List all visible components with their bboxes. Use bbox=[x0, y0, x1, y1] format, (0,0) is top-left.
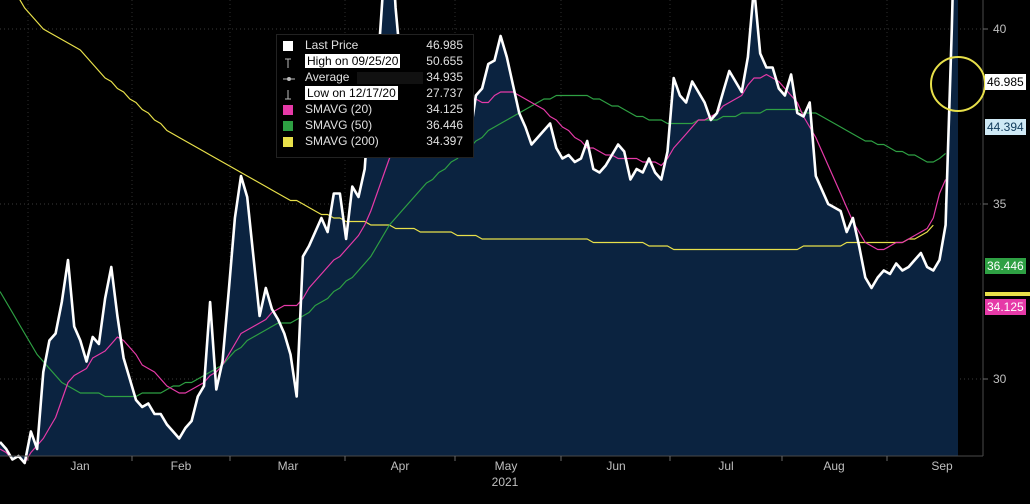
x-axis-ticks: Jan Feb Mar Apr May Jun Jul Aug Sep bbox=[27, 456, 953, 473]
x-tick-label: Apr bbox=[391, 459, 410, 473]
legend-label: SMAVG (50) bbox=[305, 118, 373, 132]
x-tick-label: Sep bbox=[931, 459, 953, 473]
legend-label: SMAVG (20) bbox=[305, 102, 373, 116]
legend-label: Average bbox=[305, 70, 350, 84]
legend-value: 34.935 bbox=[426, 70, 463, 84]
last-price-line bbox=[0, 0, 954, 465]
secondary-axis-tag: 44.394 bbox=[985, 119, 1026, 135]
x-tick-label: Mar bbox=[278, 459, 299, 473]
legend-row-low: Low on 12/17/20 27.737 bbox=[277, 86, 473, 102]
legend-value: 36.446 bbox=[426, 118, 463, 132]
legend-label: High on 09/25/20 bbox=[305, 54, 401, 68]
smavg200-axis-tag bbox=[985, 292, 1030, 296]
legend-value: 46.985 bbox=[426, 38, 463, 52]
average-redaction-bar bbox=[357, 72, 423, 84]
low-marker-icon bbox=[283, 89, 293, 100]
last-price-area bbox=[0, 0, 958, 463]
legend-row-smavg50: SMAVG (50) 36.446 bbox=[277, 118, 473, 134]
legend-value: 27.737 bbox=[426, 86, 463, 100]
high-marker-icon bbox=[283, 57, 293, 68]
y-axis-ticks: 3035404550 bbox=[983, 22, 1007, 386]
smavg20-axis-tag: 34.125 bbox=[985, 299, 1026, 315]
y-tick-label: 30 bbox=[993, 372, 1007, 386]
yellow-square-icon bbox=[283, 137, 293, 147]
average-marker-icon bbox=[283, 73, 295, 83]
legend-row-last-price: Last Price 46.985 bbox=[277, 38, 473, 54]
x-tick-label: May bbox=[495, 459, 518, 473]
x-tick-label: Jul bbox=[718, 459, 733, 473]
pink-square-icon bbox=[283, 105, 293, 115]
legend-label: SMAVG (200) bbox=[305, 134, 379, 148]
legend-row-high: High on 09/25/20 50.655 bbox=[277, 54, 473, 70]
x-tick-label: Aug bbox=[823, 459, 844, 473]
legend-value: 34.397 bbox=[426, 134, 463, 148]
legend-label: Low on 12/17/20 bbox=[305, 86, 398, 100]
legend-value: 50.655 bbox=[426, 54, 463, 68]
legend-row-smavg20: SMAVG (20) 34.125 bbox=[277, 102, 473, 118]
legend: Last Price 46.985 High on 09/25/20 50.65… bbox=[276, 34, 474, 158]
smavg200-line bbox=[19, 0, 934, 251]
x-tick-label: Feb bbox=[171, 459, 192, 473]
white-square-icon bbox=[283, 41, 293, 51]
smavg50-axis-tag: 36.446 bbox=[985, 258, 1026, 274]
x-tick-label: Jun bbox=[606, 459, 625, 473]
y-tick-label: 35 bbox=[993, 197, 1007, 211]
x-tick-label: Jan bbox=[70, 459, 89, 473]
y-tick-label: 40 bbox=[993, 22, 1007, 36]
last-price-axis-tag: 46.985 bbox=[985, 74, 1026, 90]
legend-value: 34.125 bbox=[426, 102, 463, 116]
legend-row-average: Average 34.935 bbox=[277, 70, 473, 86]
legend-row-smavg200: SMAVG (200) 34.397 bbox=[277, 134, 473, 150]
legend-label: Last Price bbox=[305, 38, 359, 52]
green-square-icon bbox=[283, 121, 293, 131]
x-year-label: 2021 bbox=[492, 475, 519, 489]
